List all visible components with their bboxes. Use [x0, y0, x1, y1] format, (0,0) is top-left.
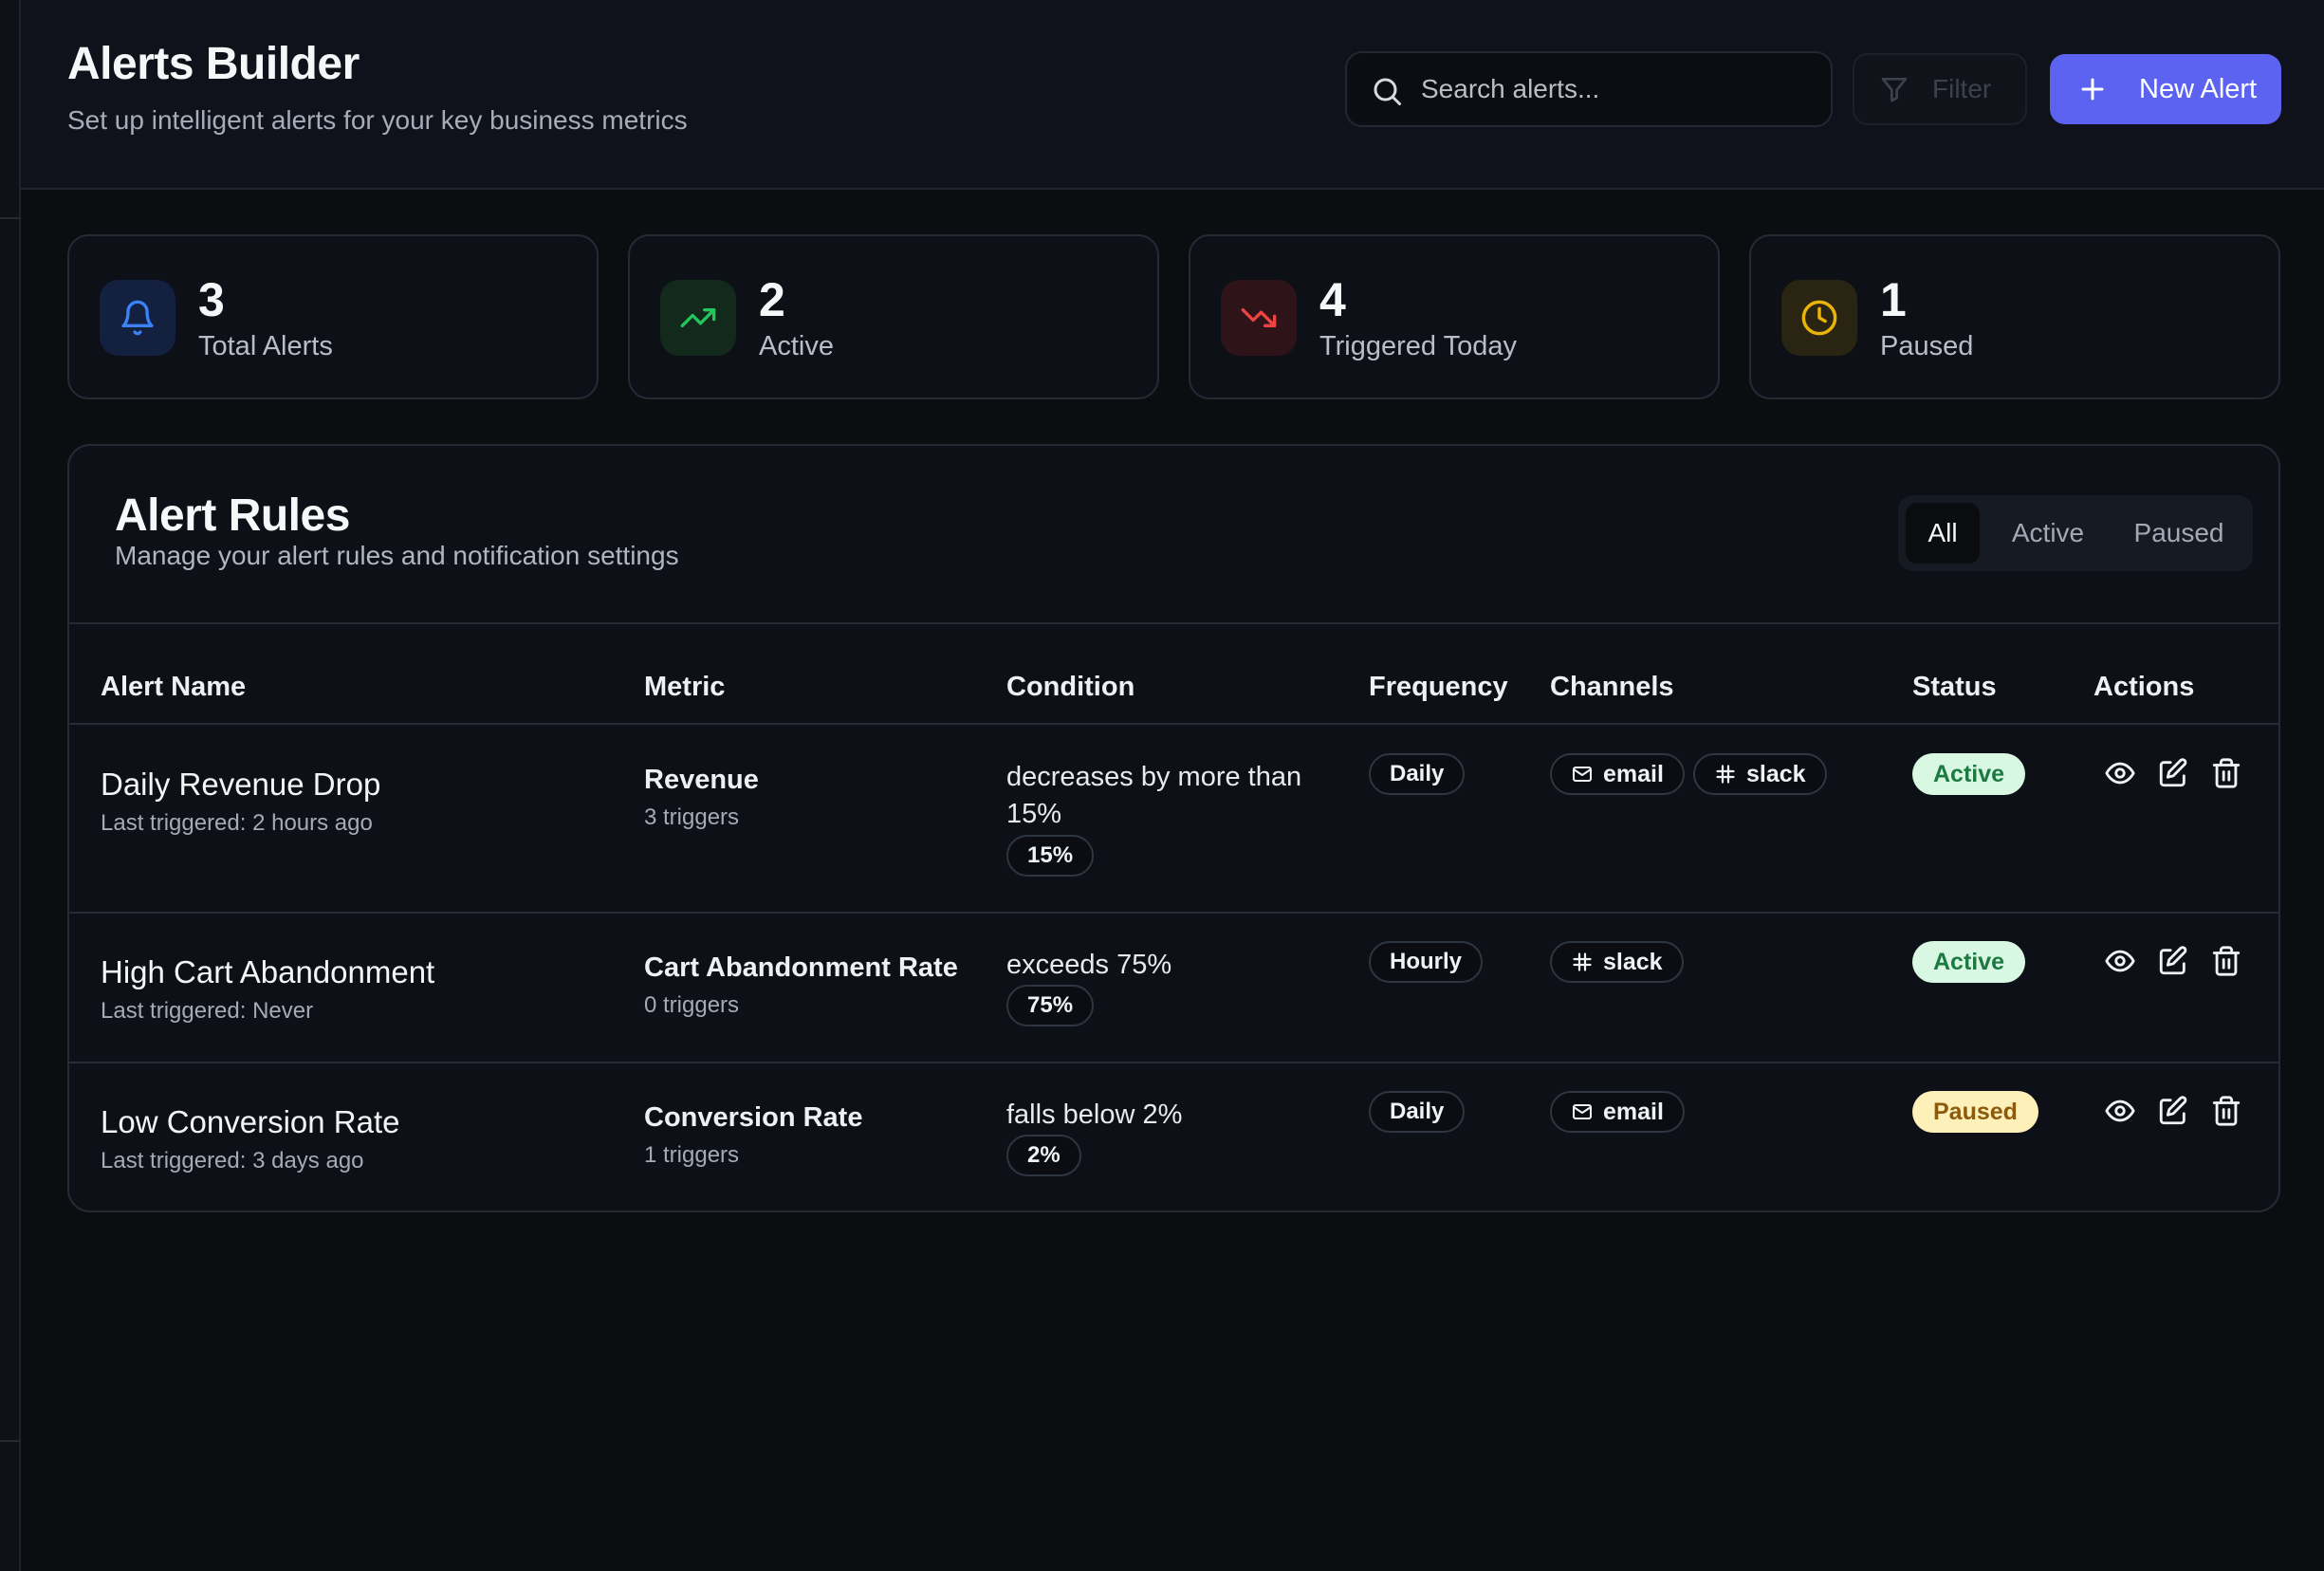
status-badge: Paused: [1912, 1091, 2038, 1133]
row-divider: [69, 723, 2278, 725]
clock-icon: [1801, 300, 1837, 336]
row-divider: [69, 912, 2278, 914]
channel-label: email: [1603, 761, 1664, 787]
filter-label: Filter: [1932, 74, 1992, 103]
search-box[interactable]: [1345, 51, 1833, 127]
condition-text: falls below 2%: [1006, 1100, 1183, 1130]
plus-icon: [2081, 78, 2104, 101]
status-badge: Active: [1912, 753, 2026, 795]
status-filter-tabs: All Active Paused: [1898, 495, 2253, 571]
channel-chip-slack: slack: [1693, 753, 1827, 795]
stat-value: 1: [1880, 273, 1907, 326]
filter-button[interactable]: Filter: [1853, 53, 2027, 125]
alert-rules-panel: Alert Rules Manage your alert rules and …: [67, 444, 2280, 1212]
metric-name: Conversion Rate: [644, 1102, 863, 1133]
edit-icon[interactable]: [2157, 757, 2189, 789]
bell-icon: [121, 300, 154, 336]
channel-label: slack: [1746, 761, 1806, 787]
status-badge: Active: [1912, 941, 2026, 983]
channel-label: slack: [1603, 949, 1663, 975]
trending-up-icon: [680, 308, 716, 327]
frequency-badge: Daily: [1369, 1091, 1466, 1133]
frequency-badge: Hourly: [1369, 941, 1484, 983]
stat-label: Triggered Today: [1319, 331, 1517, 361]
trigger-count: 0 triggers: [644, 992, 740, 1018]
stat-icon-badge: [1221, 280, 1297, 356]
rail-divider: [0, 217, 21, 219]
column-header: Actions: [2093, 672, 2195, 702]
mail-icon: [1573, 1104, 1592, 1119]
threshold-badge: 2%: [1006, 1135, 1081, 1176]
panel-title: Alert Rules: [115, 490, 350, 541]
delete-icon[interactable]: [2210, 1095, 2242, 1127]
filter-icon: [1881, 78, 1908, 102]
stat-label: Paused: [1880, 331, 1974, 361]
stat-icon-badge: [660, 280, 736, 356]
threshold-badge: 75%: [1006, 985, 1095, 1026]
view-icon[interactable]: [2104, 757, 2136, 789]
tab-all[interactable]: All: [1906, 503, 1980, 564]
stat-label: Total Alerts: [198, 331, 333, 361]
column-header: Channels: [1550, 672, 1674, 702]
stat-card-paused: 1 Paused: [1749, 234, 2280, 399]
trigger-count: 1 triggers: [644, 1142, 740, 1168]
alert-name: High Cart Abandonment: [101, 954, 435, 989]
stat-icon-badge: [100, 280, 175, 356]
trigger-count: 3 triggers: [644, 804, 740, 830]
frequency-badge: Daily: [1369, 753, 1466, 795]
channel-chip-email: email: [1550, 1091, 1685, 1133]
column-header: Metric: [644, 672, 726, 702]
channel-label: email: [1603, 1099, 1664, 1125]
stat-card-triggered: 4 Triggered Today: [1189, 234, 1720, 399]
row-divider: [69, 1062, 2278, 1063]
column-header: Status: [1912, 672, 1997, 702]
new-alert-label: New Alert: [2139, 73, 2258, 104]
alert-name: Low Conversion Rate: [101, 1104, 400, 1139]
last-triggered: Last triggered: Never: [101, 998, 314, 1024]
view-icon[interactable]: [2104, 1095, 2136, 1127]
left-rail: [0, 0, 21, 1571]
alerts-table: Alert Name Metric Condition Frequency Ch…: [69, 622, 2278, 1211]
tab-paused[interactable]: Paused: [2133, 518, 2224, 547]
search-icon: [1374, 78, 1401, 105]
page-title: Alerts Builder: [67, 39, 360, 89]
page-header: Alerts Builder Set up intelligent alerts…: [21, 0, 2324, 190]
page-subtitle: Set up intelligent alerts for your key b…: [67, 105, 688, 135]
column-header: Frequency: [1369, 672, 1508, 702]
main-content: Alerts Builder Set up intelligent alerts…: [21, 0, 2324, 1571]
channel-chip-email: email: [1550, 753, 1685, 795]
delete-icon[interactable]: [2210, 945, 2242, 977]
metric-name: Cart Abandonment Rate: [644, 952, 958, 983]
rail-divider: [0, 1440, 21, 1442]
stat-card-total: 3 Total Alerts: [67, 234, 599, 399]
alert-name: Daily Revenue Drop: [101, 767, 381, 802]
stat-label: Active: [759, 331, 834, 361]
trending-down-icon: [1241, 308, 1277, 327]
new-alert-button[interactable]: New Alert: [2050, 54, 2281, 124]
delete-icon[interactable]: [2210, 757, 2242, 789]
column-header: Alert Name: [101, 672, 247, 702]
stat-icon-badge: [1781, 280, 1857, 356]
mail-icon: [1573, 767, 1592, 782]
slack-icon: [1573, 952, 1592, 971]
column-header: Condition: [1006, 672, 1135, 702]
threshold-badge: 15%: [1006, 835, 1095, 877]
last-triggered: Last triggered: 2 hours ago: [101, 810, 373, 836]
tab-active[interactable]: Active: [2011, 518, 2085, 547]
last-triggered: Last triggered: 3 days ago: [101, 1148, 364, 1174]
slack-icon: [1716, 765, 1735, 784]
stat-value: 4: [1319, 273, 1346, 326]
search-input[interactable]: [1421, 53, 1819, 125]
condition-text: exceeds 75%: [1006, 950, 1172, 980]
edit-icon[interactable]: [2157, 1095, 2189, 1127]
condition-text: decreases by more than 15%: [1006, 762, 1302, 829]
panel-subtitle: Manage your alert rules and notification…: [115, 541, 679, 570]
view-icon[interactable]: [2104, 945, 2136, 977]
stat-value: 3: [198, 273, 225, 326]
stat-card-active: 2 Active: [628, 234, 1159, 399]
stat-value: 2: [759, 273, 785, 326]
channel-chip-slack: slack: [1550, 941, 1684, 983]
metric-name: Revenue: [644, 765, 759, 795]
edit-icon[interactable]: [2157, 945, 2189, 977]
